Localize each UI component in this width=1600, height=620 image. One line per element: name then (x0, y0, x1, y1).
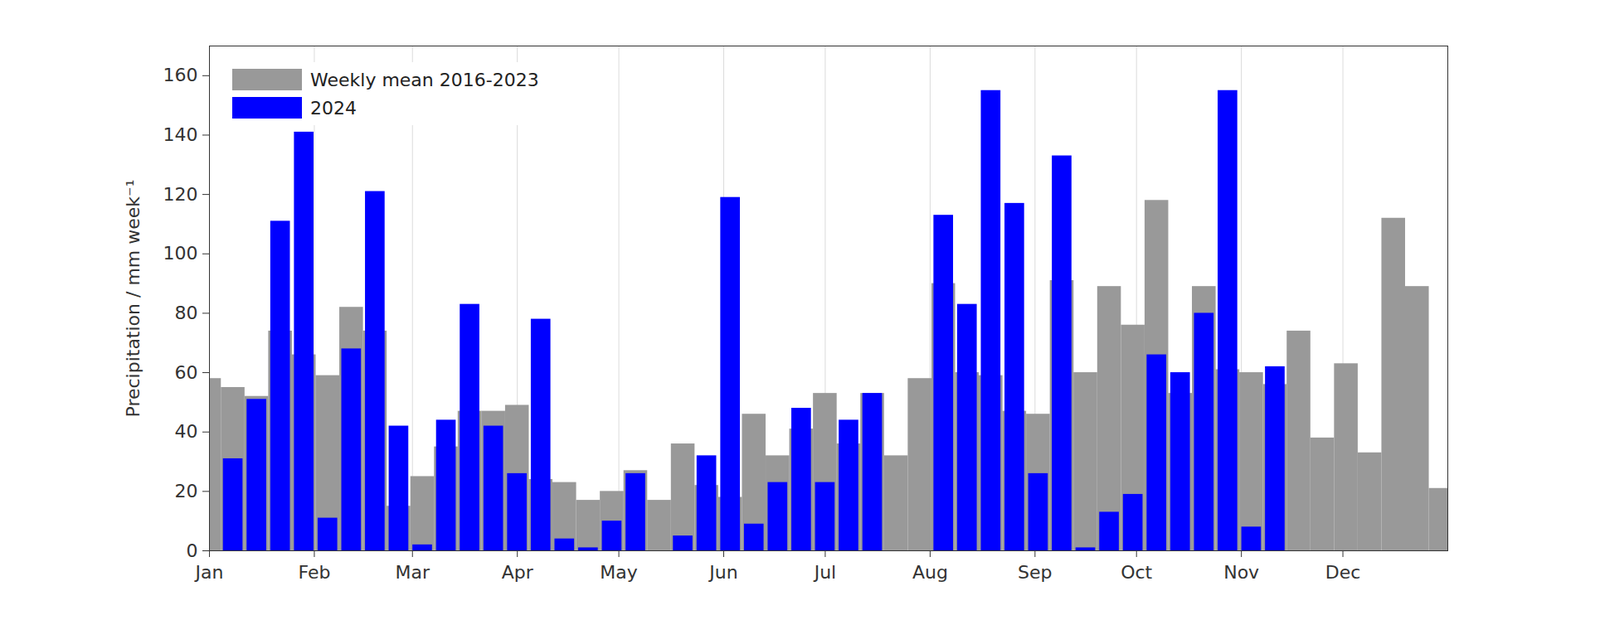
svg-text:Dec: Dec (1325, 562, 1362, 584)
svg-text:Apr: Apr (501, 562, 535, 584)
svg-text:Mar: Mar (394, 562, 430, 584)
svg-text:Jul: Jul (812, 562, 837, 584)
svg-text:Oct: Oct (1120, 562, 1153, 584)
svg-text:Feb: Feb (297, 562, 331, 584)
svg-text:20: 20 (175, 481, 199, 502)
svg-text:Jun: Jun (707, 562, 738, 584)
svg-text:60: 60 (175, 362, 199, 384)
svg-text:0: 0 (186, 540, 199, 562)
svg-text:Jan: Jan (194, 562, 224, 584)
svg-text:Precipitation / mm week⁻¹: Precipitation / mm week⁻¹ (122, 179, 144, 419)
svg-text:Aug: Aug (912, 562, 949, 584)
svg-text:Sep: Sep (1017, 562, 1052, 584)
svg-text:160: 160 (163, 64, 199, 86)
html-text:Weekly mean 2016-2023: Weekly mean 2016-2023 (310, 69, 539, 90)
svg-text:140: 140 (163, 124, 199, 146)
svg-text:80: 80 (175, 302, 199, 324)
svg-text:100: 100 (163, 243, 199, 264)
svg-text:May: May (599, 562, 638, 584)
svg-text:120: 120 (163, 184, 199, 205)
svg-text:40: 40 (175, 421, 199, 443)
svg-text:Nov: Nov (1223, 562, 1260, 584)
html-text:2024: 2024 (310, 97, 357, 119)
